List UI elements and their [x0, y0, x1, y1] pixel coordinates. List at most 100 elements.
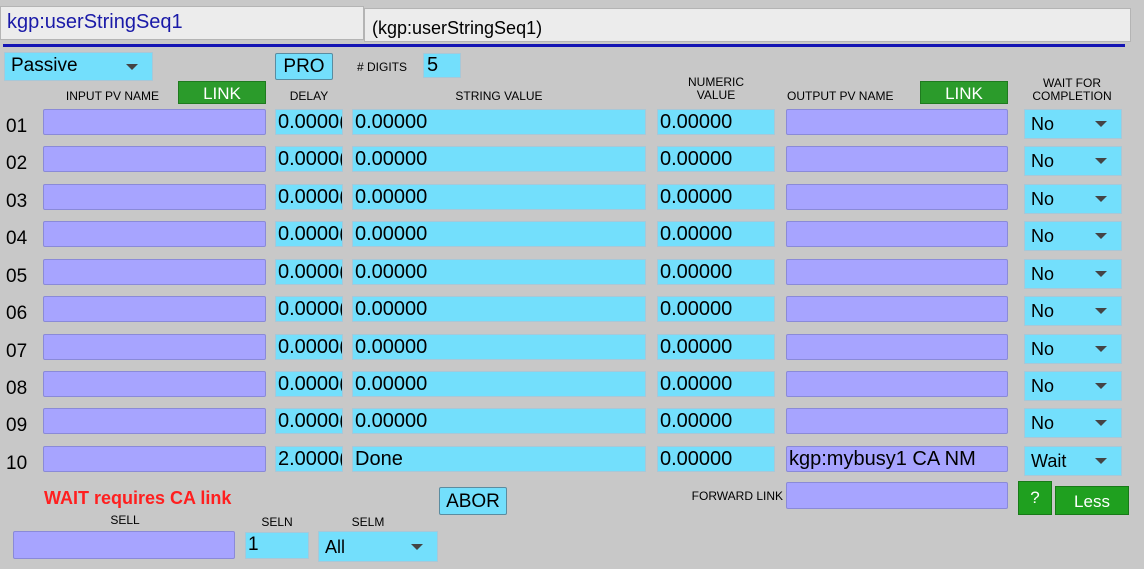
output-pv-field[interactable]	[786, 221, 1008, 247]
delay-field[interactable]: 0.0000(	[275, 259, 343, 285]
wait-warning: WAIT requires CA link	[44, 488, 232, 508]
wait-value: No	[1031, 264, 1055, 284]
input-pv-field[interactable]	[43, 446, 266, 472]
delay-field[interactable]: 0.0000(	[275, 296, 343, 322]
abort-button[interactable]: ABOR	[439, 487, 507, 515]
numeric-value-field[interactable]: 0.00000	[657, 446, 775, 472]
string-value-header: STRING VALUE	[455, 89, 543, 103]
scan-menu[interactable]: Passive	[4, 52, 153, 81]
input-pv-field[interactable]	[43, 259, 266, 285]
delay-field[interactable]: 0.0000(	[275, 371, 343, 397]
numeric-value-field[interactable]: 0.00000	[657, 259, 775, 285]
forward-link-field[interactable]	[786, 482, 1008, 509]
chevron-down-icon	[1095, 308, 1107, 314]
delay-field[interactable]: 0.0000(	[275, 184, 343, 210]
delay-field[interactable]: 2.0000(	[275, 446, 343, 472]
delay-field[interactable]: 0.0000(	[275, 334, 343, 360]
output-pv-field[interactable]	[786, 371, 1008, 397]
numeric-value-field[interactable]: 0.00000	[657, 221, 775, 247]
numeric-value-field[interactable]: 0.00000	[657, 408, 775, 434]
output-pv-field[interactable]	[786, 184, 1008, 210]
delay-field[interactable]: 0.0000(	[275, 146, 343, 172]
help-button[interactable]: ?	[1018, 481, 1052, 515]
input-pv-field[interactable]	[43, 408, 266, 434]
input-pv-field[interactable]	[43, 184, 266, 210]
wait-completion-menu[interactable]: No	[1024, 221, 1122, 251]
string-value-field[interactable]: 0.00000	[352, 146, 646, 172]
delay-field[interactable]: 0.0000(	[275, 408, 343, 434]
input-pv-field[interactable]	[43, 334, 266, 360]
chevron-down-icon	[1095, 458, 1107, 464]
input-pv-field[interactable]	[43, 221, 266, 247]
row-number: 10	[6, 453, 28, 474]
numeric-value-field[interactable]: 0.00000	[657, 109, 775, 135]
seln-input[interactable]: 1	[245, 532, 309, 559]
wait-completion-menu[interactable]: No	[1024, 109, 1122, 139]
output-pv-field[interactable]	[786, 296, 1008, 322]
input-pv-field[interactable]	[43, 146, 266, 172]
wait-value: No	[1031, 189, 1055, 209]
wait-header-line2: COMPLETION	[1032, 89, 1112, 103]
process-button[interactable]: PRO	[275, 53, 333, 80]
wait-completion-menu[interactable]: No	[1024, 334, 1122, 364]
record-name-field: kgp:userStringSeq1	[0, 6, 364, 40]
output-link-button[interactable]: LINK	[920, 81, 1008, 104]
output-pv-field[interactable]	[786, 109, 1008, 135]
chevron-down-icon	[126, 63, 138, 70]
wait-header-line1: WAIT FOR	[1043, 76, 1101, 90]
digits-input[interactable]: 5	[423, 53, 461, 78]
delay-field[interactable]: 0.0000(	[275, 221, 343, 247]
wait-value: No	[1031, 151, 1055, 171]
row-number: 04	[6, 228, 28, 249]
string-value-field[interactable]: 0.00000	[352, 259, 646, 285]
selm-menu[interactable]: All	[318, 531, 438, 562]
wait-value: No	[1031, 226, 1055, 246]
input-link-button[interactable]: LINK	[178, 81, 266, 104]
input-pv-field[interactable]	[43, 296, 266, 322]
wait-completion-menu[interactable]: No	[1024, 184, 1122, 214]
wait-value: No	[1031, 339, 1055, 359]
wait-value: No	[1031, 413, 1055, 433]
string-value-field[interactable]: 0.00000	[352, 184, 646, 210]
record-description: (kgp:userStringSeq1)	[364, 8, 1131, 42]
string-value-field[interactable]: 0.00000	[352, 408, 646, 434]
numeric-value-field[interactable]: 0.00000	[657, 296, 775, 322]
chevron-down-icon	[1095, 420, 1107, 426]
input-pv-field[interactable]	[43, 109, 266, 135]
wait-completion-menu[interactable]: Wait	[1024, 446, 1122, 476]
numeric-value-field[interactable]: 0.00000	[657, 184, 775, 210]
less-button[interactable]: Less	[1055, 486, 1129, 515]
row-number: 05	[6, 266, 28, 287]
string-value-field[interactable]: 0.00000	[352, 296, 646, 322]
wait-value: No	[1031, 376, 1055, 396]
row-number: 07	[6, 341, 28, 362]
delay-header: DELAY	[289, 89, 329, 103]
output-pv-field[interactable]	[786, 146, 1008, 172]
string-value-field[interactable]: 0.00000	[352, 371, 646, 397]
row-number: 06	[6, 303, 28, 324]
selm-value: All	[325, 537, 346, 557]
numeric-value-header-line1: NUMERIC	[688, 75, 744, 89]
string-value-field[interactable]: 0.00000	[352, 334, 646, 360]
wait-completion-menu[interactable]: No	[1024, 146, 1122, 176]
output-pv-field[interactable]	[786, 259, 1008, 285]
string-value-field[interactable]: Done	[352, 446, 646, 472]
scan-value: Passive	[11, 55, 78, 76]
delay-field[interactable]: 0.0000(	[275, 109, 343, 135]
wait-completion-menu[interactable]: No	[1024, 408, 1122, 438]
wait-completion-menu[interactable]: No	[1024, 296, 1122, 326]
output-pv-field[interactable]: kgp:mybusy1 CA NM	[786, 446, 1008, 472]
chevron-down-icon	[1095, 233, 1107, 239]
string-value-field[interactable]: 0.00000	[352, 109, 646, 135]
input-pv-field[interactable]	[43, 371, 266, 397]
wait-completion-menu[interactable]: No	[1024, 259, 1122, 289]
output-pv-field[interactable]	[786, 408, 1008, 434]
sell-field[interactable]	[13, 531, 235, 559]
output-pv-field[interactable]	[786, 334, 1008, 360]
wait-completion-menu[interactable]: No	[1024, 371, 1122, 401]
digits-label: # DIGITS	[357, 60, 408, 74]
numeric-value-field[interactable]: 0.00000	[657, 146, 775, 172]
numeric-value-field[interactable]: 0.00000	[657, 371, 775, 397]
string-value-field[interactable]: 0.00000	[352, 221, 646, 247]
numeric-value-field[interactable]: 0.00000	[657, 334, 775, 360]
